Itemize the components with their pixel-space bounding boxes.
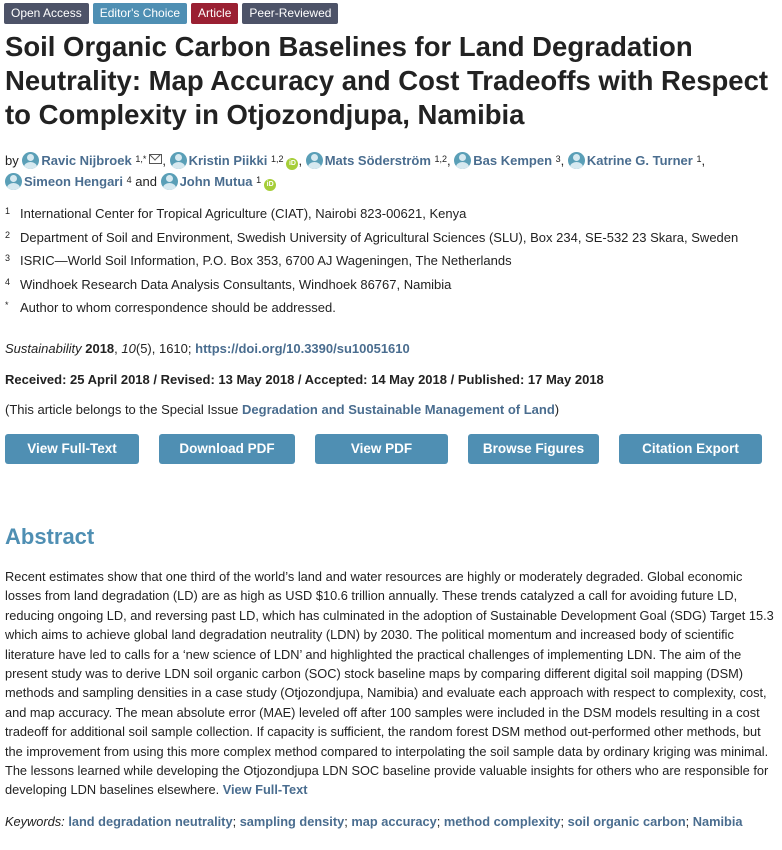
person-icon[interactable]	[5, 173, 22, 190]
author-entry: Mats Söderström 1,2	[305, 152, 448, 169]
author-link-turner[interactable]: Katrine G. Turner	[586, 153, 693, 168]
view-full-text-button[interactable]: View Full-Text	[5, 434, 139, 464]
doi-link[interactable]: https://doi.org/10.3390/su10051610	[195, 341, 410, 356]
affiliation-text: International Center for Tropical Agricu…	[20, 206, 467, 221]
view-pdf-button[interactable]: View PDF	[315, 434, 448, 464]
keyword-link[interactable]: land degradation neutrality	[68, 814, 233, 829]
mail-icon[interactable]	[149, 154, 163, 164]
affiliation-number: 4	[5, 276, 11, 287]
author-entry: Katrine G. Turner 1	[567, 152, 702, 169]
affiliation-text: Author to whom correspondence should be …	[20, 300, 336, 315]
author-entry: Simeon Hengari 4	[5, 173, 132, 190]
abstract-text: Recent estimates show that one third of …	[5, 569, 774, 798]
by-label: by	[5, 153, 19, 168]
abstract-full-text-link[interactable]: View Full-Text	[222, 782, 308, 798]
journal-name: Sustainability	[5, 341, 82, 356]
citation-issue: (5)	[135, 341, 152, 356]
affiliation-item: 3 ISRIC—World Soil Information, P.O. Box …	[5, 251, 777, 275]
author-link-nijbroek[interactable]: Ravic Nijbroek	[41, 153, 132, 168]
keyword-link[interactable]: method complexity	[443, 814, 561, 829]
citation-export-button[interactable]: Citation Export	[619, 434, 762, 464]
citation-volume: 10	[121, 341, 136, 356]
person-icon[interactable]	[169, 152, 187, 169]
author-entry: Ravic Nijbroek 1,*	[22, 152, 163, 169]
badge-editors-choice[interactable]: Editor's Choice	[92, 3, 188, 24]
citation-pages: , 1610;	[151, 341, 192, 356]
person-icon[interactable]	[305, 152, 323, 169]
author-link-piikki[interactable]: Kristin Piikki	[188, 153, 268, 168]
author-entry: Bas Kempen 3	[454, 152, 561, 169]
affiliation-number: 3	[5, 253, 11, 263]
and-label: and	[135, 174, 157, 189]
author-link-hengari[interactable]: Simeon Hengari	[24, 174, 123, 189]
abstract-body: Recent estimates show that one third of …	[5, 567, 777, 800]
affiliation-number: 2	[5, 229, 11, 240]
keyword-link[interactable]: Namibia	[692, 814, 743, 829]
special-issue-suffix: )	[554, 402, 560, 417]
citation-line: Sustainability 2018, 10(5), 1610; https:…	[5, 341, 410, 356]
author-affiliation-sup: 1	[256, 175, 262, 185]
affiliation-text: Department of Soil and Environment, Swed…	[20, 229, 739, 245]
author-list: by Ravic Nijbroek 1,*, Kristin Piikki 1,…	[5, 152, 706, 191]
affiliation-item: * Author to whom correspondence should be…	[5, 298, 777, 322]
article-title: Soil Organic Carbon Baselines for Land D…	[5, 31, 769, 130]
affiliation-item: 1 International Center for Tropical Agric…	[5, 204, 777, 228]
special-issue-prefix: (This article belongs to the Special Iss…	[5, 402, 239, 417]
keywords-label: Keywords:	[5, 814, 65, 829]
affiliation-number: *	[5, 300, 9, 310]
badge-peer-reviewed[interactable]: Peer-Reviewed	[242, 3, 339, 24]
author-affiliation-sup: 3	[555, 154, 561, 164]
affiliation-item: 2 Department of Soil and Environment, Swe…	[5, 228, 777, 252]
person-icon[interactable]	[567, 152, 585, 169]
keyword-link[interactable]: map accuracy	[351, 814, 437, 829]
special-issue-link[interactable]: Degradation and Sustainable Management o…	[242, 402, 555, 417]
author-affiliation-sup: 1,*	[135, 154, 147, 164]
author-affiliation-sup: 4	[126, 175, 132, 185]
abstract-heading: Abstract	[5, 524, 95, 549]
affiliation-item: 4 Windhoek Research Data Analysis Consult…	[5, 275, 777, 299]
author-affiliation-sup: 1,2	[434, 154, 448, 164]
author-entry: John Mutua 1 iD	[160, 173, 277, 191]
orcid-icon[interactable]: iD	[264, 179, 277, 191]
affiliation-text: ISRIC—World Soil Information, P.O. Box 3…	[20, 253, 512, 268]
person-icon[interactable]	[160, 173, 178, 190]
keyword-link[interactable]: soil organic carbon	[567, 814, 686, 829]
keywords: Keywords: land degradation neutrality; s…	[5, 814, 743, 829]
badge-bar: Open Access Editor's Choice Article Peer…	[4, 3, 339, 24]
person-icon[interactable]	[22, 152, 40, 169]
author-link-kempen[interactable]: Bas Kempen	[473, 153, 553, 168]
author-affiliation-sup: 1,2	[270, 154, 284, 164]
author-link-mutua[interactable]: John Mutua	[179, 174, 253, 189]
special-issue-note: (This article belongs to the Special Iss…	[5, 400, 559, 420]
author-affiliation-sup: 1	[696, 154, 702, 164]
download-pdf-button[interactable]: Download PDF	[159, 434, 295, 464]
action-buttons: View Full-Text Download PDF View PDF Bro…	[5, 434, 762, 464]
publication-dates: Received: 25 April 2018 / Revised: 13 Ma…	[5, 372, 604, 387]
orcid-icon[interactable]: iD	[286, 158, 299, 170]
affiliation-text: Windhoek Research Data Analysis Consulta…	[20, 276, 452, 292]
browse-figures-button[interactable]: Browse Figures	[468, 434, 599, 464]
author-link-soderstrom[interactable]: Mats Söderström	[324, 153, 431, 168]
person-icon[interactable]	[454, 152, 472, 169]
citation-year: 2018	[85, 341, 115, 356]
badge-open-access[interactable]: Open Access	[4, 3, 89, 24]
badge-article: Article	[191, 3, 239, 24]
affiliation-number: 1	[5, 206, 11, 216]
keyword-link[interactable]: sampling density	[239, 814, 345, 829]
author-entry: Kristin Piikki 1,2 iD	[169, 152, 299, 170]
affiliation-list: 1 International Center for Tropical Agric…	[5, 204, 777, 322]
